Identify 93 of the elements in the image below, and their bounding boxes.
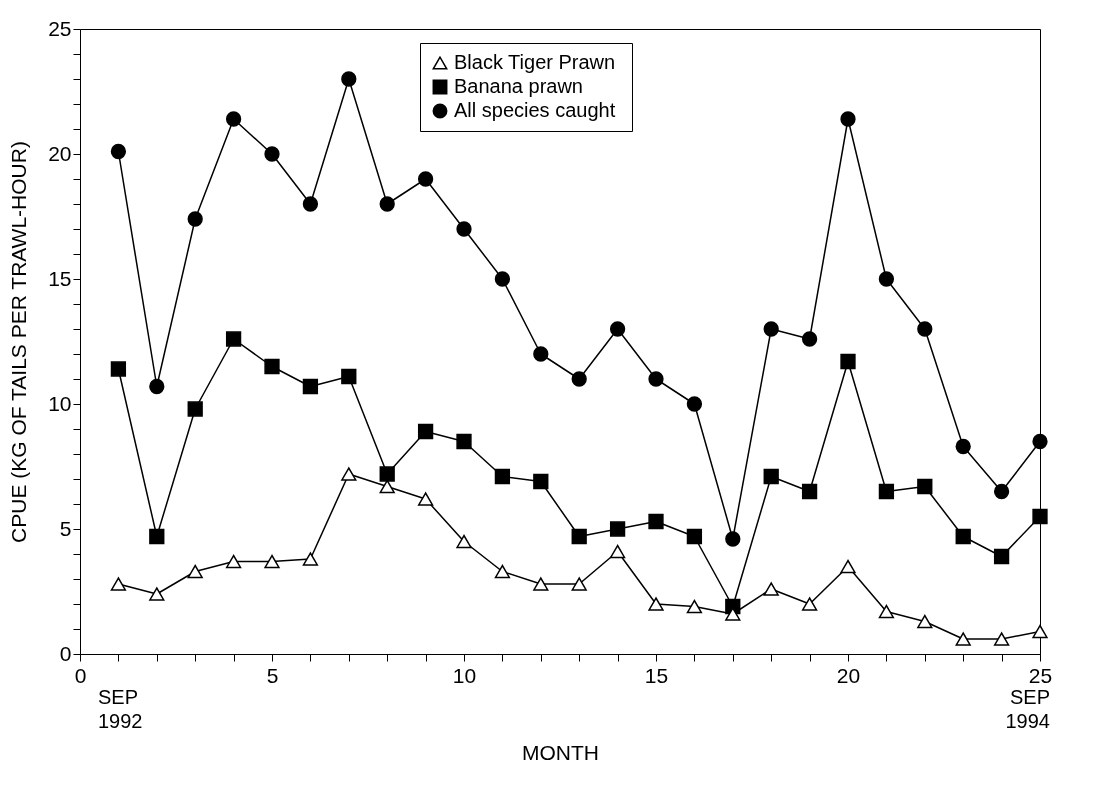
point <box>341 71 357 87</box>
point <box>571 528 587 545</box>
legend-label: Black Tiger Prawn <box>454 51 616 73</box>
point <box>955 632 971 646</box>
y-axis-title: CPUE (KG OF TAILS PER TRAWL-HOUR) <box>7 141 31 543</box>
point <box>187 564 203 579</box>
point <box>955 528 971 545</box>
text: SEP 1992 <box>98 686 143 732</box>
point <box>686 528 703 545</box>
point <box>264 358 280 375</box>
point <box>149 528 165 545</box>
point <box>686 599 703 614</box>
point <box>379 196 395 212</box>
point <box>225 554 242 569</box>
point <box>840 111 856 127</box>
point <box>379 466 395 482</box>
point <box>609 521 626 537</box>
point <box>878 483 895 500</box>
x-tick-label: 10 <box>452 663 477 687</box>
point <box>686 396 703 412</box>
point <box>264 554 280 569</box>
point <box>302 196 319 212</box>
point <box>264 146 280 162</box>
point <box>225 331 242 347</box>
point <box>225 111 242 127</box>
x-axis-title: MONTH <box>522 740 599 764</box>
y-tick-label: 0 <box>59 641 72 665</box>
point <box>110 143 127 160</box>
point <box>648 597 664 611</box>
point <box>456 221 472 237</box>
point <box>801 331 818 347</box>
point <box>917 321 933 337</box>
x-tick-label: 5 <box>266 663 279 687</box>
point <box>840 559 856 574</box>
point <box>917 478 933 495</box>
point <box>533 473 549 490</box>
point <box>456 534 472 549</box>
point <box>1032 508 1048 525</box>
point <box>456 433 472 450</box>
point <box>609 321 626 337</box>
point <box>571 577 587 591</box>
point <box>571 371 587 387</box>
point <box>417 492 434 506</box>
point <box>302 552 319 566</box>
y-tick-label: 25 <box>48 16 72 40</box>
point <box>1032 624 1048 639</box>
point <box>993 483 1010 500</box>
point <box>187 401 203 417</box>
y-tick-label: 5 <box>59 516 72 540</box>
x-tick-label: 15 <box>644 663 669 687</box>
point <box>993 632 1010 646</box>
legend-label: All species caught <box>454 99 616 121</box>
point <box>801 483 818 500</box>
point <box>1032 433 1048 450</box>
point <box>840 353 856 370</box>
point <box>187 211 203 227</box>
point <box>341 467 357 481</box>
point <box>110 577 127 591</box>
x-tick-label: 25 <box>1028 663 1053 687</box>
point <box>878 604 895 619</box>
point <box>533 346 549 362</box>
text: SEP 1994 <box>1005 686 1050 732</box>
y-tick-label: 15 <box>48 266 72 290</box>
point <box>763 582 779 596</box>
point <box>379 479 395 494</box>
point <box>417 171 434 187</box>
point <box>494 271 511 287</box>
point <box>955 438 971 455</box>
point <box>993 548 1010 565</box>
point <box>763 468 779 485</box>
point <box>533 577 549 591</box>
point <box>494 468 511 485</box>
point <box>149 378 165 395</box>
point <box>878 271 895 287</box>
point <box>609 544 626 559</box>
point <box>417 423 434 440</box>
point <box>149 587 165 601</box>
point <box>648 371 664 387</box>
point <box>763 321 779 337</box>
point <box>917 614 933 629</box>
point <box>725 531 741 547</box>
legend-label: Banana prawn <box>454 75 583 97</box>
point <box>801 597 818 611</box>
point <box>302 378 319 395</box>
point <box>341 368 357 385</box>
point <box>494 564 511 579</box>
point <box>725 607 741 621</box>
y-tick-label: 10 <box>48 391 72 415</box>
x-tick-label: 0 <box>74 663 87 687</box>
point <box>648 513 664 530</box>
x-tick-label: 20 <box>836 663 861 687</box>
point <box>110 361 127 377</box>
y-tick-label: 20 <box>48 141 72 165</box>
